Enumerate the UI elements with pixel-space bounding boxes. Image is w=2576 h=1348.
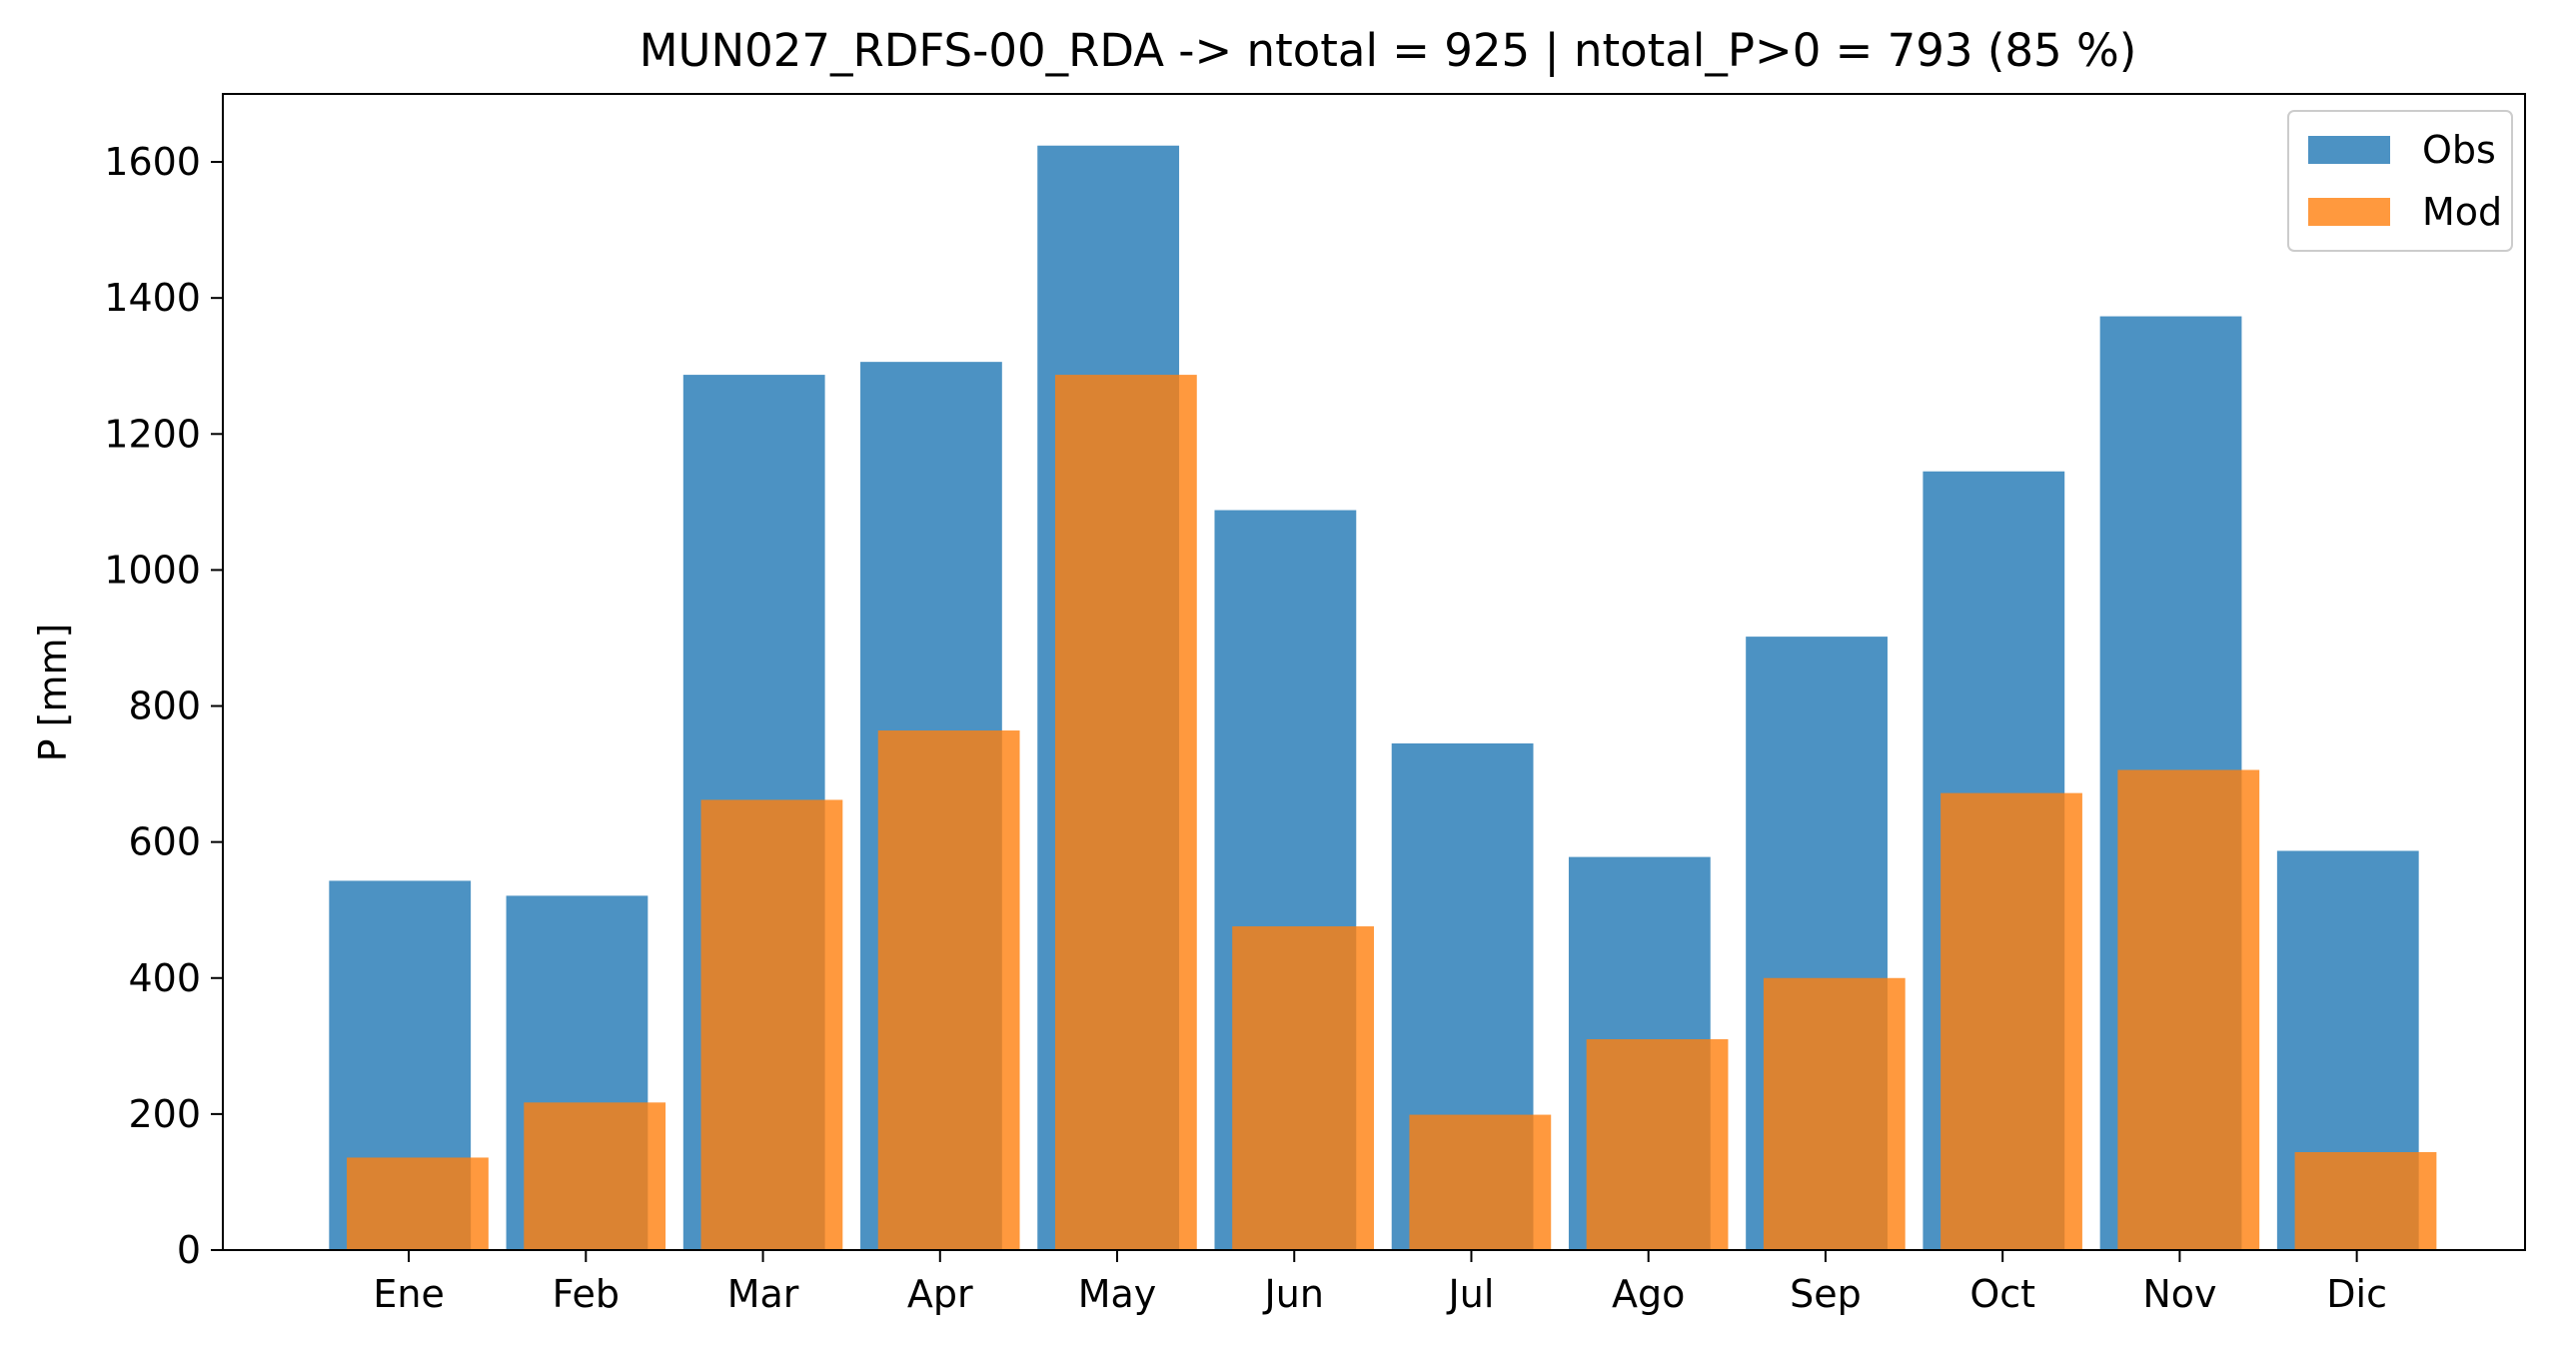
bar-mod-dic (2294, 1151, 2437, 1250)
x-tick-label: Oct (1969, 1272, 2035, 1316)
axes-layer: 0 200 400 600 800 1000 1200 1400 1600 Ene Feb Mar Ap… (104, 93, 2526, 1316)
bar-mod-jun (1232, 926, 1374, 1250)
y-tick-label: 600 (128, 820, 201, 864)
x-tick-label: Sep (1790, 1272, 1862, 1316)
x-tick-label: Apr (907, 1272, 973, 1316)
y-tick-label: 1200 (104, 412, 201, 456)
bar-mod-ago (1586, 1039, 1729, 1250)
y-tick-label: 1600 (104, 140, 201, 184)
bar-mod-jul (1409, 1114, 1552, 1250)
x-tick-label: Mar (727, 1272, 799, 1316)
y-tick-label: 800 (128, 684, 201, 728)
x-tick-label: Feb (553, 1272, 620, 1316)
chart-title: MUN027_RDFS-00_RDA -> ntotal = 925 | nto… (640, 24, 2137, 77)
x-tick-label: Dic (2326, 1272, 2387, 1316)
legend-swatch-obs (2308, 136, 2390, 164)
x-tick-label: Jul (1447, 1272, 1495, 1316)
legend-swatch-mod (2308, 198, 2390, 226)
x-tick-label: Nov (2142, 1272, 2216, 1316)
bar-mod-may (1054, 375, 1197, 1250)
bar-mod-apr (877, 730, 1020, 1250)
x-tick-label: Ago (1612, 1272, 1685, 1316)
bar-mod-feb (524, 1102, 666, 1250)
y-tick-label: 200 (128, 1092, 201, 1136)
series-mod (347, 375, 2437, 1250)
plot-frame (222, 93, 2526, 1251)
legend-label-obs: Obs (2422, 128, 2496, 172)
bar-mod-sep (1763, 977, 1906, 1250)
x-tick-label: Ene (373, 1272, 444, 1316)
legend: Obs Mod (2287, 110, 2513, 252)
y-tick-label: 1000 (104, 548, 201, 592)
bar-mod-nov (2117, 769, 2260, 1250)
x-tick-label: Jun (1263, 1272, 1324, 1316)
y-axis-label: P [mm] (31, 624, 75, 762)
y-tick-label: 0 (177, 1228, 201, 1272)
bars-layer (329, 145, 2437, 1251)
legend-label-mod: Mod (2422, 190, 2502, 234)
bar-mod-mar (700, 799, 843, 1250)
series-obs (329, 145, 2419, 1251)
y-tick-label: 400 (128, 956, 201, 1000)
y-tick-label: 1400 (104, 276, 201, 320)
bar-mod-ene (347, 1157, 489, 1250)
x-tick-label: May (1078, 1272, 1157, 1316)
bar-mod-oct (1940, 792, 2082, 1250)
